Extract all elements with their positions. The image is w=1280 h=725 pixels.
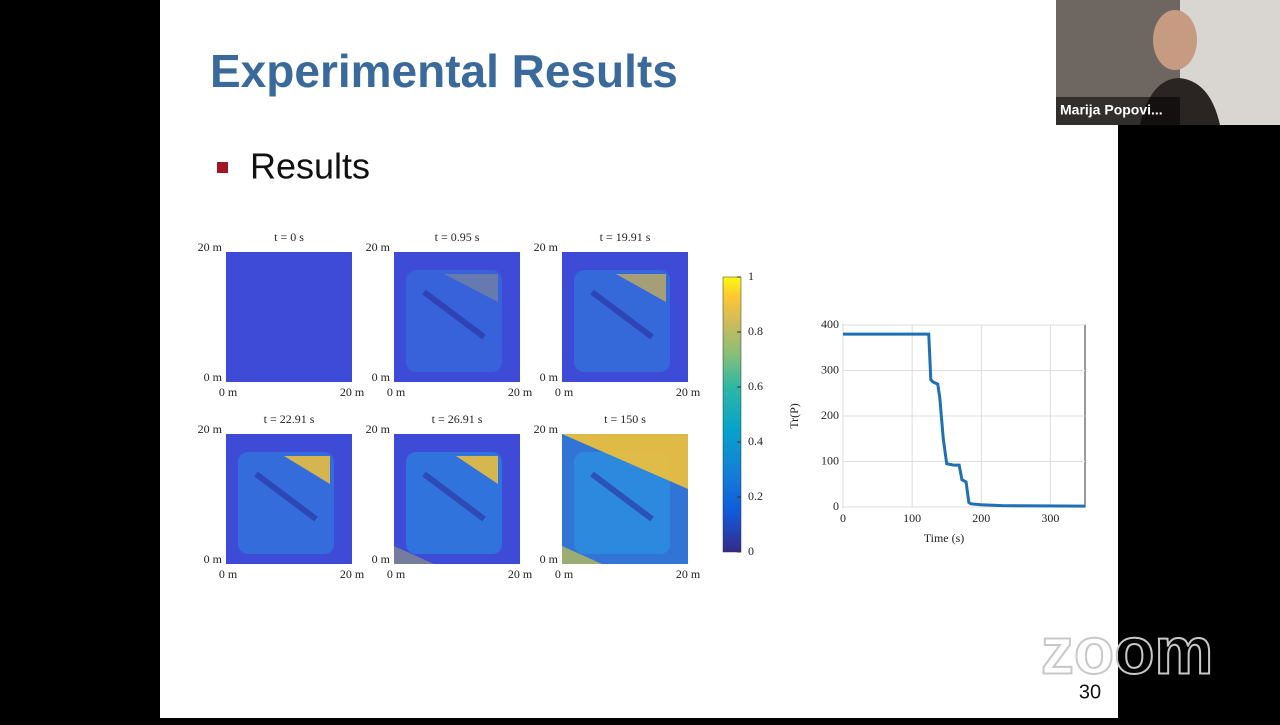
x-left-label: 0 m xyxy=(555,385,574,399)
heatmap-stripe xyxy=(590,471,654,522)
x-tick-label: 0 xyxy=(840,511,846,525)
heatmap-stripe xyxy=(422,471,486,522)
heatmap-hotspot xyxy=(284,456,330,484)
heatmap-corner xyxy=(562,546,602,564)
x-axis-label: Time (s) xyxy=(924,531,965,545)
y-tick-label: 200 xyxy=(821,408,839,422)
bullet-text: Results xyxy=(250,146,370,187)
x-left-label: 0 m xyxy=(387,385,406,399)
y-bottom-label: 0 m xyxy=(540,552,559,566)
y-bottom-label: 0 m xyxy=(372,552,391,566)
x-left-label: 0 m xyxy=(555,567,574,581)
y-top-label: 20 m xyxy=(198,240,223,254)
x-right-label: 20 m xyxy=(340,385,365,399)
heatmap-hotspot xyxy=(444,274,498,302)
heatmap-hotspot xyxy=(562,434,688,489)
x-right-label: 20 m xyxy=(508,385,533,399)
bullet-icon xyxy=(217,162,228,173)
y-top-label: 20 m xyxy=(534,240,559,254)
x-tick-label: 300 xyxy=(1041,511,1059,525)
y-bottom-label: 0 m xyxy=(204,552,223,566)
colorbar-tick-label: 0.8 xyxy=(748,324,763,338)
page-number: 30 xyxy=(1079,681,1101,703)
heatmap-title: t = 0.95 s xyxy=(435,230,480,244)
heatmap-title: t = 0 s xyxy=(274,230,304,244)
colorbar-tick-label: 0.6 xyxy=(748,379,763,393)
x-right-label: 20 m xyxy=(676,385,701,399)
heatmap-stripe xyxy=(422,289,486,340)
colorbar-tick-label: 0.2 xyxy=(748,489,763,503)
y-bottom-label: 0 m xyxy=(540,370,559,384)
zoom-watermark: zoom xyxy=(1041,613,1213,687)
heatmap-hotspot xyxy=(456,456,498,484)
colorbar-tick-label: 0.4 xyxy=(748,434,763,448)
heatmap-title: t = 26.91 s xyxy=(432,412,483,426)
heatmap xyxy=(226,252,352,382)
y-top-label: 20 m xyxy=(534,422,559,436)
y-tick-label: 400 xyxy=(821,317,839,331)
colorbar-tick-label: 1 xyxy=(748,269,754,283)
colorbar xyxy=(722,276,742,553)
heatmap-title: t = 150 s xyxy=(604,412,646,426)
x-left-label: 0 m xyxy=(387,567,406,581)
y-axis-label: Tr(P) xyxy=(787,403,801,429)
participant-name: Marija Popovi... xyxy=(1060,102,1163,118)
data-line xyxy=(843,332,1086,508)
heatmap-title: t = 19.91 s xyxy=(600,230,651,244)
y-tick-label: 0 xyxy=(833,499,839,513)
x-left-label: 0 m xyxy=(219,567,238,581)
x-tick-label: 200 xyxy=(972,511,990,525)
x-tick-label: 100 xyxy=(903,511,921,525)
y-top-label: 20 m xyxy=(366,422,391,436)
heatmaps: t = 0 s20 m0 m0 m 20 mt = 0.95 s20 m0 m0 … xyxy=(198,230,701,581)
x-right-label: 20 m xyxy=(676,567,701,581)
slide-title: Experimental Results xyxy=(210,45,678,97)
name-badge xyxy=(1056,97,1180,125)
x-right-label: 20 m xyxy=(340,567,365,581)
y-tick-label: 100 xyxy=(821,453,839,467)
x-right-label: 20 m xyxy=(508,567,533,581)
heatmap-stripe xyxy=(590,289,654,340)
y-top-label: 20 m xyxy=(198,422,223,436)
heatmap-hotspot xyxy=(616,274,666,302)
heatmap-corner xyxy=(394,546,434,564)
heatmap-stripe xyxy=(254,471,318,522)
y-tick-label: 300 xyxy=(821,362,839,376)
y-bottom-label: 0 m xyxy=(204,370,223,384)
participant-face xyxy=(1153,10,1197,70)
x-left-label: 0 m xyxy=(219,385,238,399)
colorbar-tick-label: 0 xyxy=(748,544,754,558)
heatmap-title: t = 22.91 s xyxy=(264,412,315,426)
y-top-label: 20 m xyxy=(366,240,391,254)
y-bottom-label: 0 m xyxy=(372,370,391,384)
